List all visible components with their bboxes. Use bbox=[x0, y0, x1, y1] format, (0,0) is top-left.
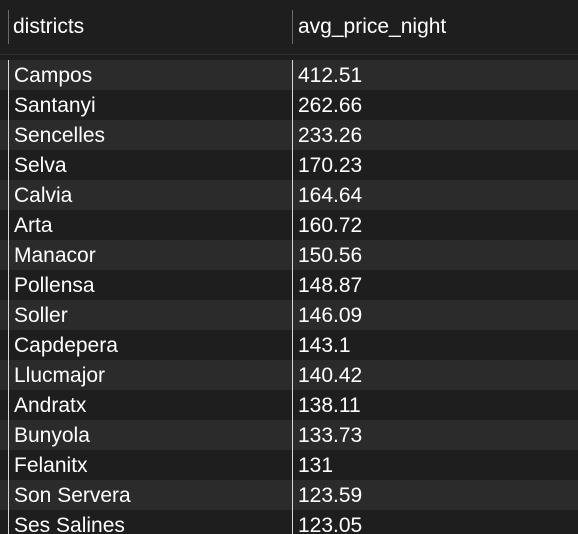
grid-body: Campos 412.51 Santanyi 262.66 Sencelles 233.2… bbox=[0, 60, 578, 534]
cell-border bbox=[8, 480, 9, 510]
table-row[interactable]: Capdepera 143.1 bbox=[0, 330, 578, 360]
cell-districts[interactable]: Arta bbox=[14, 214, 53, 237]
cell-border bbox=[292, 330, 293, 360]
cell-border bbox=[292, 240, 293, 270]
cell-avg-price-night[interactable]: 140.42 bbox=[298, 364, 363, 387]
column-header-avg-price-night[interactable]: avg_price_night bbox=[298, 15, 447, 38]
cell-districts[interactable]: Son Servera bbox=[14, 484, 131, 507]
cell-border bbox=[8, 180, 9, 210]
table-row[interactable]: Sencelles 233.26 bbox=[0, 120, 578, 150]
cell-border bbox=[292, 360, 293, 390]
cell-border bbox=[8, 510, 9, 534]
cell-border bbox=[292, 510, 293, 534]
cell-border bbox=[292, 90, 293, 120]
cell-border bbox=[8, 300, 9, 330]
cell-districts[interactable]: Calvia bbox=[14, 184, 73, 207]
cell-avg-price-night[interactable]: 160.72 bbox=[298, 214, 363, 237]
cell-border bbox=[8, 390, 9, 420]
cell-border bbox=[8, 150, 9, 180]
cell-districts[interactable]: Santanyi bbox=[14, 94, 96, 117]
cell-districts[interactable]: Soller bbox=[14, 304, 68, 327]
cell-districts[interactable]: Pollensa bbox=[14, 274, 95, 297]
cell-avg-price-night[interactable]: 123.05 bbox=[298, 514, 363, 534]
cell-districts[interactable]: Capdepera bbox=[14, 334, 118, 357]
cell-border bbox=[292, 180, 293, 210]
table-row[interactable]: Ses Salines 123.05 bbox=[0, 510, 578, 534]
cell-districts[interactable]: Selva bbox=[14, 154, 67, 177]
cell-border bbox=[8, 360, 9, 390]
cell-districts[interactable]: Llucmajor bbox=[14, 364, 106, 387]
cell-border bbox=[8, 270, 9, 300]
cell-border bbox=[8, 420, 9, 450]
table-row[interactable]: Andratx 138.11 bbox=[0, 390, 578, 420]
cell-districts[interactable]: Ses Salines bbox=[14, 514, 125, 534]
cell-border bbox=[8, 120, 9, 150]
cell-border bbox=[8, 60, 9, 90]
cell-border bbox=[292, 390, 293, 420]
table-row[interactable]: Arta 160.72 bbox=[0, 210, 578, 240]
table-row[interactable]: Soller 146.09 bbox=[0, 300, 578, 330]
cell-border bbox=[292, 450, 293, 480]
cell-border bbox=[292, 420, 293, 450]
table-row[interactable]: Bunyola 133.73 bbox=[0, 420, 578, 450]
table-row[interactable]: Santanyi 262.66 bbox=[0, 90, 578, 120]
cell-avg-price-night[interactable]: 131 bbox=[298, 454, 334, 477]
cell-avg-price-night[interactable]: 170.23 bbox=[298, 154, 363, 177]
cell-border bbox=[292, 210, 293, 240]
table-row[interactable]: Manacor 150.56 bbox=[0, 240, 578, 270]
cell-border bbox=[8, 210, 9, 240]
cell-border bbox=[8, 90, 9, 120]
cell-districts[interactable]: Bunyola bbox=[14, 424, 90, 447]
cell-border bbox=[292, 150, 293, 180]
cell-avg-price-night[interactable]: 262.66 bbox=[298, 94, 363, 117]
cell-avg-price-night[interactable]: 164.64 bbox=[298, 184, 363, 207]
cell-districts[interactable]: Sencelles bbox=[14, 124, 106, 147]
cell-border bbox=[292, 270, 293, 300]
cell-avg-price-night[interactable]: 233.26 bbox=[298, 124, 363, 147]
cell-border bbox=[292, 300, 293, 330]
table-row[interactable]: Campos 412.51 bbox=[0, 60, 578, 90]
cell-border bbox=[8, 330, 9, 360]
cell-border bbox=[292, 60, 293, 90]
cell-avg-price-night[interactable]: 150.56 bbox=[298, 244, 363, 267]
cell-districts[interactable]: Campos bbox=[14, 64, 93, 87]
table-row[interactable]: Calvia 164.64 bbox=[0, 180, 578, 210]
cell-districts[interactable]: Felanitx bbox=[14, 454, 88, 477]
cell-avg-price-night[interactable]: 148.87 bbox=[298, 274, 363, 297]
cell-avg-price-night[interactable]: 123.59 bbox=[298, 484, 363, 507]
column-separator[interactable] bbox=[292, 10, 293, 44]
cell-avg-price-night[interactable]: 143.1 bbox=[298, 334, 351, 357]
cell-border bbox=[8, 450, 9, 480]
table-row[interactable]: Selva 170.23 bbox=[0, 150, 578, 180]
grid-header: districts avg_price_night bbox=[0, 0, 578, 55]
table-row[interactable]: Pollensa 148.87 bbox=[0, 270, 578, 300]
cell-avg-price-night[interactable]: 133.73 bbox=[298, 424, 363, 447]
table-row[interactable]: Son Servera 123.59 bbox=[0, 480, 578, 510]
cell-districts[interactable]: Andratx bbox=[14, 394, 87, 417]
cell-avg-price-night[interactable]: 412.51 bbox=[298, 64, 363, 87]
table-row[interactable]: Llucmajor 140.42 bbox=[0, 360, 578, 390]
cell-border bbox=[8, 240, 9, 270]
column-header-districts[interactable]: districts bbox=[13, 15, 85, 38]
cell-avg-price-night[interactable]: 138.11 bbox=[298, 394, 361, 417]
column-separator[interactable] bbox=[8, 10, 9, 44]
table-row[interactable]: Felanitx 131 bbox=[0, 450, 578, 480]
cell-avg-price-night[interactable]: 146.09 bbox=[298, 304, 363, 327]
cell-border bbox=[292, 480, 293, 510]
cell-districts[interactable]: Manacor bbox=[14, 244, 96, 267]
cell-border bbox=[292, 120, 293, 150]
